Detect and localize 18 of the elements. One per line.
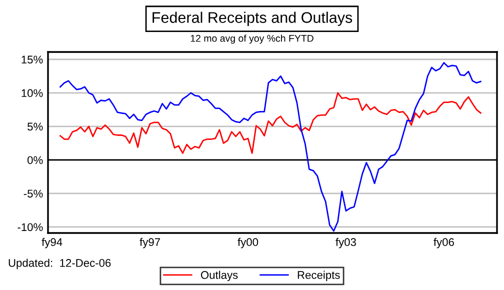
y-tick-label: 5% bbox=[28, 122, 43, 131]
x-tick-label: fy06 bbox=[434, 238, 454, 248]
line-series bbox=[60, 92, 482, 154]
chart-subtitle: 12 mo avg of yoy %ch FYTD bbox=[190, 34, 314, 44]
chart-title: Federal Receipts and Outlays bbox=[152, 12, 352, 26]
x-tick-label: fy03 bbox=[336, 238, 356, 248]
text: Updated: 12-Dec-06 bbox=[8, 258, 111, 270]
legend-label: Outlays bbox=[200, 270, 238, 282]
x-tick-label: fy00 bbox=[238, 238, 258, 248]
line-series bbox=[60, 62, 482, 232]
y-tick-label: 0% bbox=[28, 156, 43, 164]
y-tick-label: 15% bbox=[22, 56, 43, 64]
legend-label: Receipts bbox=[298, 270, 340, 282]
y-tick-label: 10% bbox=[22, 89, 43, 98]
y-tick-label: -10% bbox=[18, 223, 43, 232]
x-tick-label: fy94 bbox=[42, 238, 62, 248]
x-tick-label: fy97 bbox=[140, 238, 160, 248]
y-tick-label: -5% bbox=[24, 190, 43, 198]
